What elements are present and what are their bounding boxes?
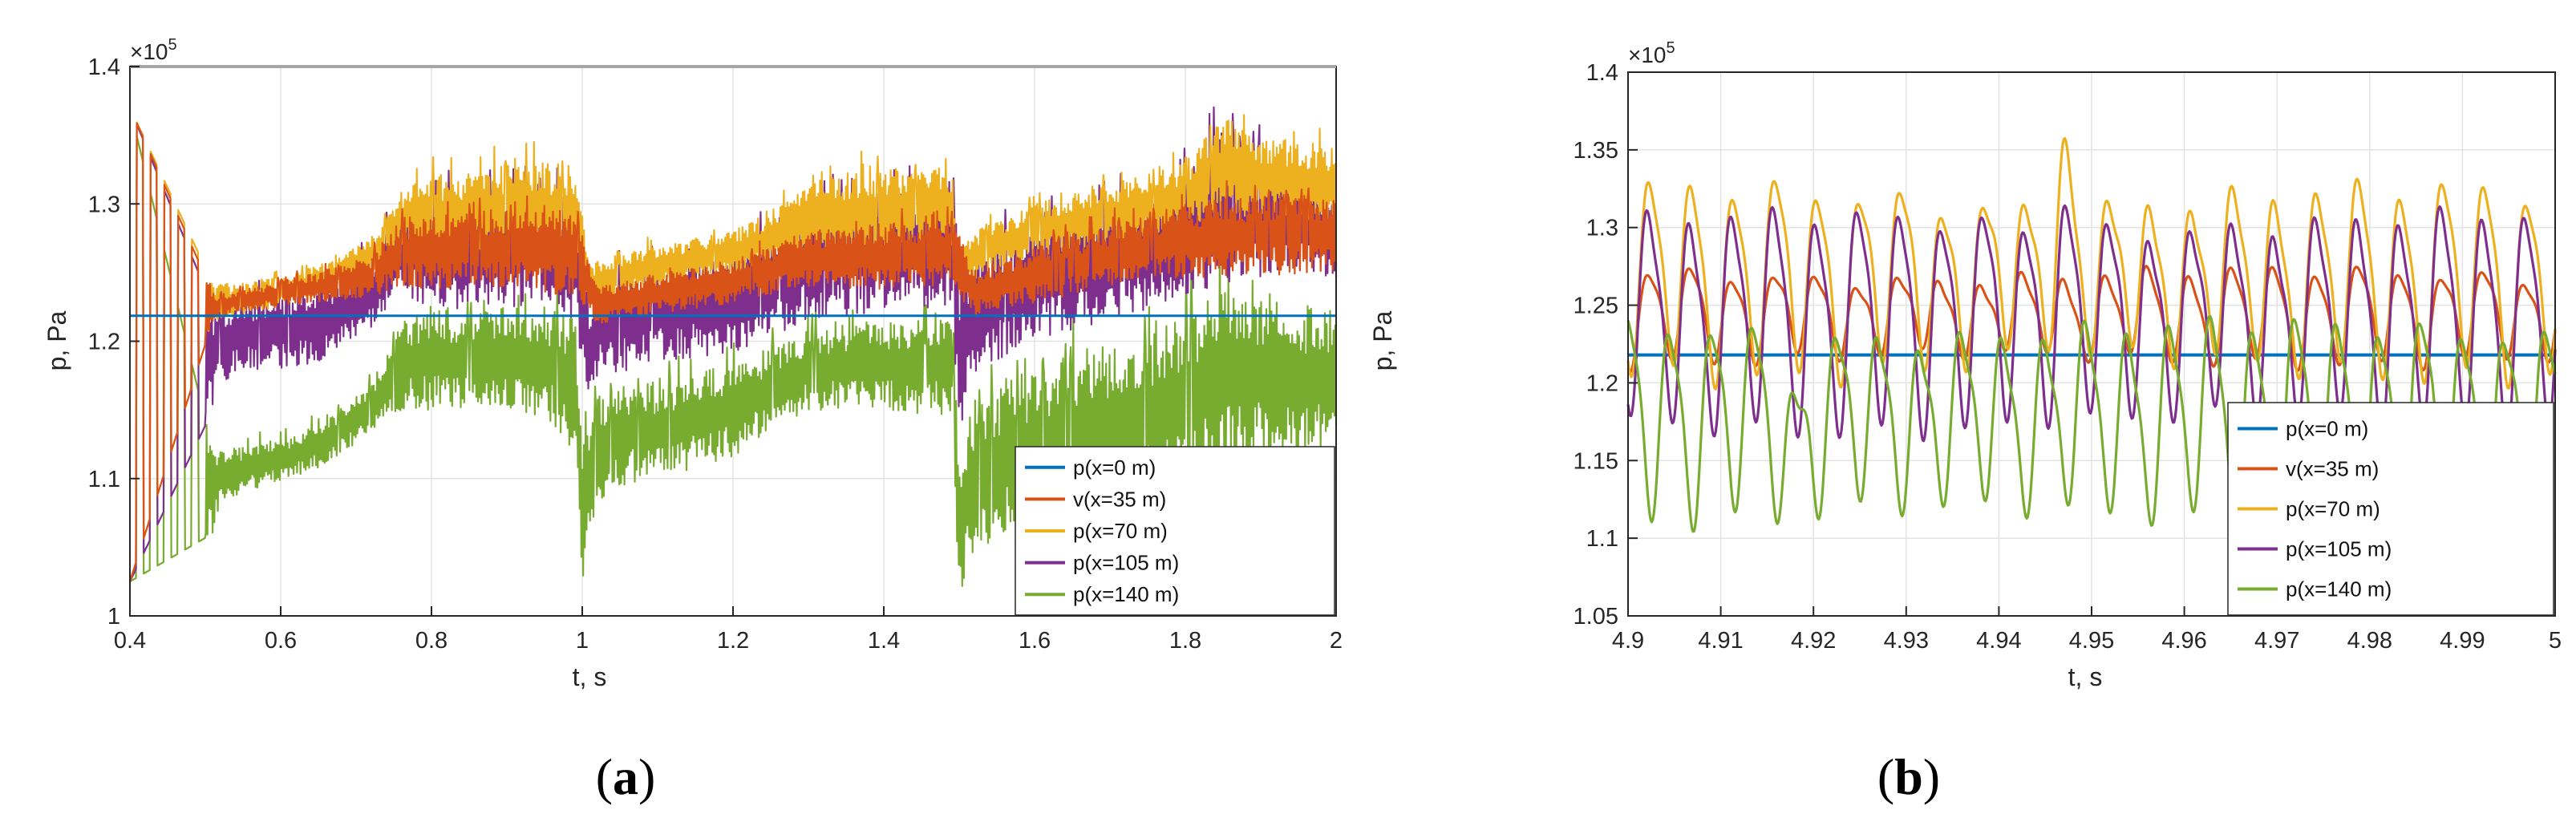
series-line-v(x=35 m)	[128, 122, 1338, 582]
x-tick-label: 4.96	[2161, 628, 2206, 654]
x-axis-label-b: t, s	[2068, 662, 2103, 691]
x-tick-label: 4.99	[2440, 628, 2485, 654]
y-tick-label: 1.2	[1586, 370, 1618, 396]
x-tick-label: 4.98	[2347, 628, 2392, 654]
legend-box-b	[2227, 402, 2554, 616]
legend-a: p(x=0 m) v(x=35 m) p(x=70 m) p(x=105 m) p(x=…	[1015, 446, 1335, 616]
x-tick-label: 4.91	[1698, 628, 1743, 654]
caption-a: (a)	[596, 748, 656, 805]
x-tick-label: 1	[576, 628, 589, 654]
x-tick-label: 1.6	[1019, 628, 1051, 654]
panel-b: 4.9 4.91 4.92 4.93 4.94 4.95 4.96 4.97 4.98 4.99 5…	[1368, 39, 2562, 805]
y-exponent-b: ×105	[1628, 39, 1675, 67]
caption-b: (b)	[1877, 748, 1940, 805]
x-tick-label: 1.2	[717, 628, 749, 654]
series-a	[128, 106, 1338, 587]
y-tick-label: 1.25	[1574, 294, 1618, 319]
y-tick-label: 1.1	[88, 467, 120, 492]
y-tick-label: 1.4	[1586, 60, 1618, 86]
y-tick-label: 1.35	[1574, 138, 1618, 164]
legend-label: p(x=105 m)	[1073, 551, 1179, 575]
x-tick-label: 0.4	[114, 628, 146, 654]
legend-box-a	[1015, 446, 1335, 616]
series-line-p(x=140 m)	[129, 135, 1338, 587]
y-exponent-a: ×105	[130, 36, 177, 64]
y-tick-label: 1.2	[88, 330, 120, 355]
ticks-a: 0.4 0.6 0.8 1 1.2 1.4 1.6 1.8 2 1 1.1 1.2 1.3 1.4	[88, 55, 1343, 654]
x-tick-label: 5	[2549, 628, 2562, 654]
x-tick-label: 2	[1330, 628, 1343, 654]
legend-label: v(x=35 m)	[2286, 457, 2379, 481]
y-tick-label: 1.4	[88, 55, 120, 80]
y-tick-label: 1	[107, 604, 120, 630]
x-tick-label: 4.94	[1976, 628, 2021, 654]
legend-label: p(x=70 m)	[1073, 519, 1168, 543]
x-tick-label: 4.97	[2254, 628, 2299, 654]
ticks-b: 4.9 4.91 4.92 4.93 4.94 4.95 4.96 4.97 4.98 4.99 5…	[1574, 60, 2562, 654]
x-tick-label: 0.8	[415, 628, 448, 654]
panel-a: 0.4 0.6 0.8 1 1.2 1.4 1.6 1.8 2 1 1.1 1.2 1.3 1.4 ×10…	[43, 36, 1343, 805]
x-tick-label: 1.4	[868, 628, 900, 654]
y-tick-label: 1.3	[1586, 216, 1618, 241]
series-line-p(x=105 m)	[1626, 204, 2557, 443]
x-tick-label: 4.93	[1884, 628, 1929, 654]
x-tick-label: 4.9	[1612, 628, 1644, 654]
x-axis-label-a: t, s	[573, 662, 607, 691]
legend-label: p(x=140 m)	[2286, 577, 2392, 601]
legend-label: p(x=140 m)	[1073, 582, 1179, 606]
legend-label: p(x=0 m)	[2286, 417, 2368, 441]
x-tick-label: 0.6	[265, 628, 297, 654]
legend-label: p(x=0 m)	[1073, 456, 1156, 480]
y-axis-label-b: p, Pa	[1368, 310, 1397, 370]
y-tick-label: 1.1	[1586, 526, 1618, 552]
y-tick-label: 1.3	[88, 192, 120, 217]
y-tick-label: 1.05	[1574, 604, 1618, 630]
legend-label: p(x=105 m)	[2286, 537, 2392, 561]
legend-b: p(x=0 m) v(x=35 m) p(x=70 m) p(x=105 m) p(x=…	[2227, 402, 2554, 616]
y-tick-label: 1.15	[1574, 448, 1618, 474]
x-tick-label: 1.8	[1169, 628, 1201, 654]
legend-label: v(x=35 m)	[1073, 487, 1166, 511]
y-axis-label-a: p, Pa	[43, 310, 71, 370]
x-tick-label: 4.92	[1791, 628, 1836, 654]
legend-label: p(x=70 m)	[2286, 497, 2380, 521]
x-tick-label: 4.95	[2069, 628, 2114, 654]
